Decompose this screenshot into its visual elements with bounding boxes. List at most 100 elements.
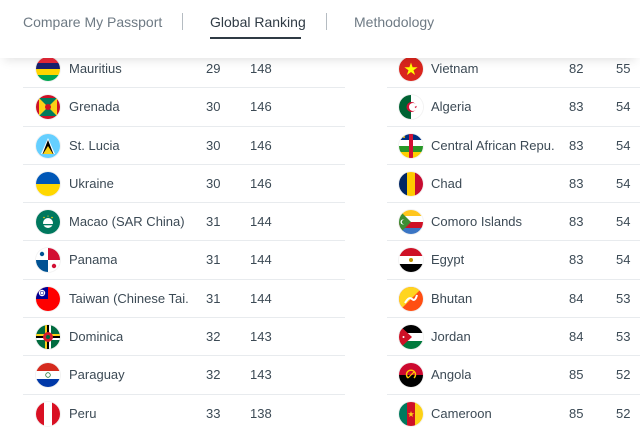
country-name: Paraguay xyxy=(69,367,125,383)
country-name: Taiwan (Chinese Tai... xyxy=(69,290,189,306)
ranking-row-cameroon[interactable]: Cameroon 85 52 xyxy=(387,395,640,432)
ranking-row-dominica[interactable]: Dominica 32 143 xyxy=(23,318,345,357)
country-name: Comoro Islands xyxy=(431,214,523,230)
algeria-flag-icon xyxy=(399,95,423,120)
country-rank: 83 xyxy=(569,99,584,115)
visa-free-score: 53 xyxy=(616,290,631,306)
top-navigation: Compare My Passport Global Ranking Metho… xyxy=(0,0,640,58)
ranking-row-taiwan[interactable]: Taiwan (Chinese Tai... 31 144 xyxy=(23,280,345,319)
ranking-row-paraguay[interactable]: Paraguay 32 143 xyxy=(23,356,345,395)
macao-flag-icon xyxy=(36,210,60,235)
visa-free-score: 146 xyxy=(250,99,272,115)
country-name: Ukraine xyxy=(69,175,114,191)
dominica-flag-icon xyxy=(36,325,60,350)
comoros-flag-icon xyxy=(399,210,423,235)
nav-separator xyxy=(326,13,327,30)
visa-free-score: 55 xyxy=(616,61,631,76)
peru-flag-icon xyxy=(36,401,60,426)
country-name: Grenada xyxy=(69,99,120,115)
country-rank: 32 xyxy=(206,329,221,345)
country-rank: 84 xyxy=(569,329,584,345)
country-name: Central African Repu... xyxy=(431,137,555,153)
ranking-row-peru[interactable]: Peru 33 138 xyxy=(23,395,345,432)
visa-free-score: 54 xyxy=(616,214,631,230)
country-rank: 84 xyxy=(569,290,584,306)
country-name: Egypt xyxy=(431,252,465,268)
tab-compare-my-passport[interactable]: Compare My Passport xyxy=(23,14,163,30)
ranking-row-chad[interactable]: Chad 83 54 xyxy=(387,165,640,204)
central-african-republic-flag-icon xyxy=(399,133,423,158)
country-name: Algeria xyxy=(431,99,472,115)
country-rank: 82 xyxy=(569,61,584,76)
cameroon-flag-icon xyxy=(399,401,423,426)
visa-free-score: 146 xyxy=(250,137,272,153)
country-rank: 32 xyxy=(206,367,221,383)
jordan-flag-icon xyxy=(399,325,423,350)
country-rank: 30 xyxy=(206,137,221,153)
country-name: Peru xyxy=(69,405,97,421)
taiwan-flag-icon xyxy=(36,286,60,311)
grenada-flag-icon xyxy=(36,95,60,120)
country-name: Dominica xyxy=(69,329,124,345)
ranking-list-right: Vietnam 82 55 Algeria 83 54 Central Afri… xyxy=(387,50,640,432)
panama-flag-icon xyxy=(36,248,60,273)
ranking-row-bhutan[interactable]: Bhutan 84 53 xyxy=(387,280,640,319)
visa-free-score: 148 xyxy=(250,61,272,76)
bhutan-flag-icon xyxy=(399,286,423,311)
st-lucia-flag-icon xyxy=(36,133,60,158)
country-name: Cameroon xyxy=(431,405,492,421)
ranking-row-angola[interactable]: Angola 85 52 xyxy=(387,356,640,395)
country-rank: 83 xyxy=(569,252,584,268)
ranking-row-vietnam[interactable]: Vietnam 82 55 xyxy=(387,50,640,89)
country-name: Macao (SAR China) xyxy=(69,214,185,230)
visa-free-score: 54 xyxy=(616,175,631,191)
visa-free-score: 52 xyxy=(616,367,631,383)
angola-flag-icon xyxy=(399,363,423,388)
visa-free-score: 144 xyxy=(250,290,272,306)
egypt-flag-icon xyxy=(399,248,423,273)
ranking-row-mauritius[interactable]: Mauritius 29 148 xyxy=(23,50,345,89)
visa-free-score: 53 xyxy=(616,329,631,345)
visa-free-score: 146 xyxy=(250,175,272,191)
ranking-row-jordan[interactable]: Jordan 84 53 xyxy=(387,318,640,357)
ranking-row-algeria[interactable]: Algeria 83 54 xyxy=(387,88,640,127)
vietnam-flag-icon xyxy=(399,57,423,81)
ranking-row-macao[interactable]: Macao (SAR China) 31 144 xyxy=(23,203,345,242)
country-rank: 31 xyxy=(206,214,221,230)
ranking-row-ukraine[interactable]: Ukraine 30 146 xyxy=(23,165,345,204)
country-rank: 85 xyxy=(569,405,584,421)
country-name: Panama xyxy=(69,252,118,268)
ranking-row-comoros[interactable]: Comoro Islands 83 54 xyxy=(387,203,640,242)
ranking-row-egypt[interactable]: Egypt 83 54 xyxy=(387,241,640,280)
nav-separator xyxy=(182,13,183,30)
country-name: Bhutan xyxy=(431,290,473,306)
country-rank: 30 xyxy=(206,99,221,115)
active-tab-indicator xyxy=(210,37,301,39)
ranking-row-central-african-republic[interactable]: Central African Repu... 83 54 xyxy=(387,127,640,165)
visa-free-score: 144 xyxy=(250,214,272,230)
country-rank: 83 xyxy=(569,175,584,191)
tab-methodology[interactable]: Methodology xyxy=(354,14,435,30)
country-name: Jordan xyxy=(431,329,471,345)
visa-free-score: 144 xyxy=(250,252,272,268)
country-name: Chad xyxy=(431,175,463,191)
country-rank: 29 xyxy=(206,61,221,76)
ranking-list-left: Mauritius 29 148 Grenada 30 146 St. Luci… xyxy=(23,50,345,432)
chad-flag-icon xyxy=(399,171,423,196)
mauritius-flag-icon xyxy=(36,57,60,81)
ranking-row-panama[interactable]: Panama 31 144 xyxy=(23,241,345,280)
visa-free-score: 143 xyxy=(250,367,272,383)
visa-free-score: 54 xyxy=(616,99,631,115)
country-rank: 31 xyxy=(206,252,221,268)
visa-free-score: 54 xyxy=(616,137,631,153)
ranking-row-grenada[interactable]: Grenada 30 146 xyxy=(23,88,345,127)
tab-global-ranking[interactable]: Global Ranking xyxy=(210,14,306,30)
country-rank: 33 xyxy=(206,405,221,421)
paraguay-flag-icon xyxy=(36,363,60,388)
visa-free-score: 54 xyxy=(616,252,631,268)
ranking-row-st-lucia[interactable]: St. Lucia 30 146 xyxy=(23,127,345,165)
visa-free-score: 138 xyxy=(250,405,272,421)
country-rank: 30 xyxy=(206,175,221,191)
country-rank: 83 xyxy=(569,137,584,153)
country-rank: 83 xyxy=(569,214,584,230)
